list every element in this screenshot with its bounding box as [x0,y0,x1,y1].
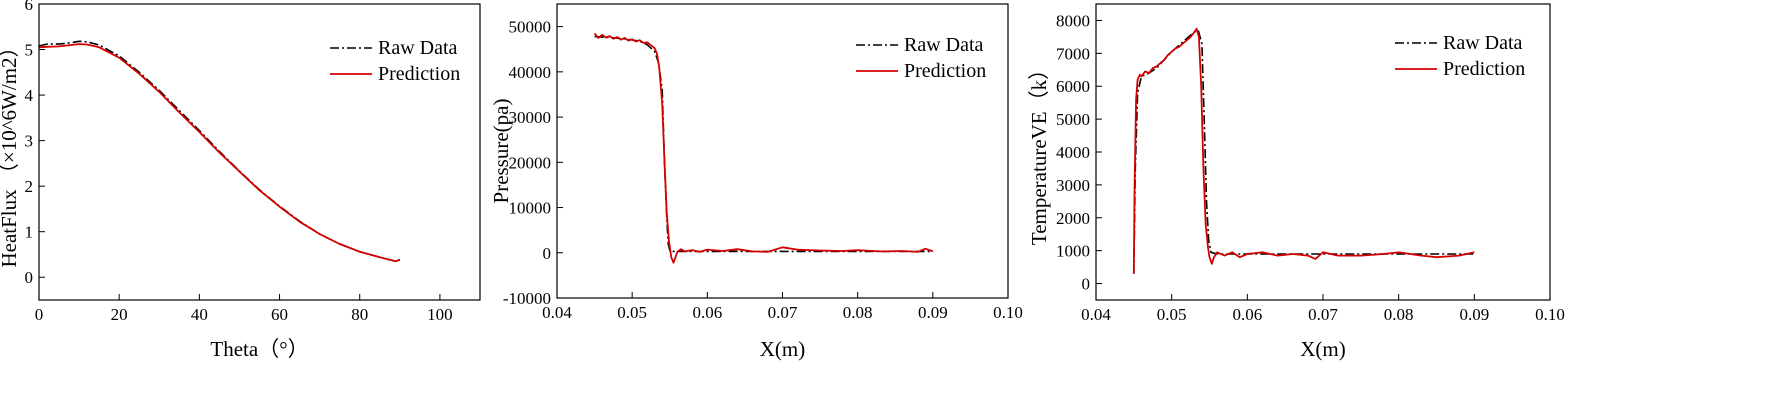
chart-pressure: 0.04 0.05 0.06 0.07 0.08 0.09 0.10 -10000 0 10000… [489,3,1023,361]
x-tick-label: 40 [191,305,208,324]
y-tick-label: 5 [25,41,34,60]
x-axis-title: X(m) [1300,337,1346,361]
x-tick-label: 0.08 [843,303,873,322]
x-axis-title: Theta（°） [210,337,308,361]
y-tick-label: 8000 [1056,11,1090,30]
y-tick-label: 30000 [509,108,552,127]
y-tick-label: 2000 [1056,209,1090,228]
y-axis-title: TemperatureVE（k） [1027,59,1051,245]
x-axis-title: X(m) [760,337,806,361]
y-tick-label: 0 [25,268,34,287]
chart-heatflux: 0 20 40 60 80 100 0 1 2 3 4 5 6 Raw Data Prediction T… [0,0,481,361]
x-tick-label: 20 [111,305,128,324]
y-tick-label: 3 [25,132,34,151]
legend-label: Raw Data [1443,32,1523,54]
x-tick-label: 0.04 [1081,305,1111,324]
y-tick-label: 5000 [1056,110,1090,129]
series-line-prediction [1132,27,1475,274]
x-tick-label: 0.05 [617,303,647,322]
chart-temperature: 0.04 0.05 0.06 0.07 0.08 0.09 0.10 0 1000 2000 300… [1027,3,1565,361]
y-axis-title: Pressure(pa) [489,99,513,204]
x-tick-label: 80 [351,305,368,324]
legend-label: Prediction [1443,58,1525,80]
legend-label: Prediction [378,63,460,85]
series-line-raw-data [1133,29,1475,274]
y-tick-label: 0 [1082,275,1091,294]
y-tick-label: 2 [25,177,34,196]
series-line-prediction [593,32,934,264]
y-tick-label: 6 [25,0,34,14]
y-tick-label: 50000 [509,18,552,37]
y-tick-label: 6000 [1056,77,1090,96]
x-tick-label: 0.06 [692,303,722,322]
legend-label: Raw Data [378,37,458,59]
y-tick-label: 4000 [1056,143,1090,162]
x-tick-label: 0.07 [768,303,798,322]
series-line-prediction [39,43,401,263]
y-tick-label: 4 [25,86,34,105]
y-tick-label: 10000 [509,199,552,218]
x-tick-label: 0.09 [918,303,948,322]
x-tick-label: 0.09 [1459,305,1489,324]
y-tick-label: 1000 [1056,242,1090,261]
x-tick-label: 60 [271,305,288,324]
y-tick-label: 1 [25,223,34,242]
x-tick-label: 0.10 [1535,305,1565,324]
x-tick-label: 0.04 [542,303,572,322]
x-tick-label: 0.05 [1157,305,1187,324]
plot-frame [38,3,481,301]
y-tick-label: 0 [543,244,552,263]
x-tick-label: 0.07 [1308,305,1338,324]
legend-label: Raw Data [904,34,984,56]
x-tick-label: 100 [427,305,453,324]
y-axis-title: HeatFlux （×10^6W/m2） [0,36,21,267]
x-tick-label: 0.06 [1232,305,1262,324]
series-line-raw-data [594,35,933,253]
legend-label: Prediction [904,60,986,82]
y-tick-label: 3000 [1056,176,1090,195]
x-tick-label: 0 [35,305,44,324]
x-tick-label: 0.10 [993,303,1023,322]
y-tick-label: -10000 [503,289,551,308]
y-tick-label: 20000 [509,153,552,172]
y-tick-label: 7000 [1056,44,1090,63]
x-tick-label: 0.08 [1384,305,1414,324]
y-tick-label: 40000 [509,63,552,82]
